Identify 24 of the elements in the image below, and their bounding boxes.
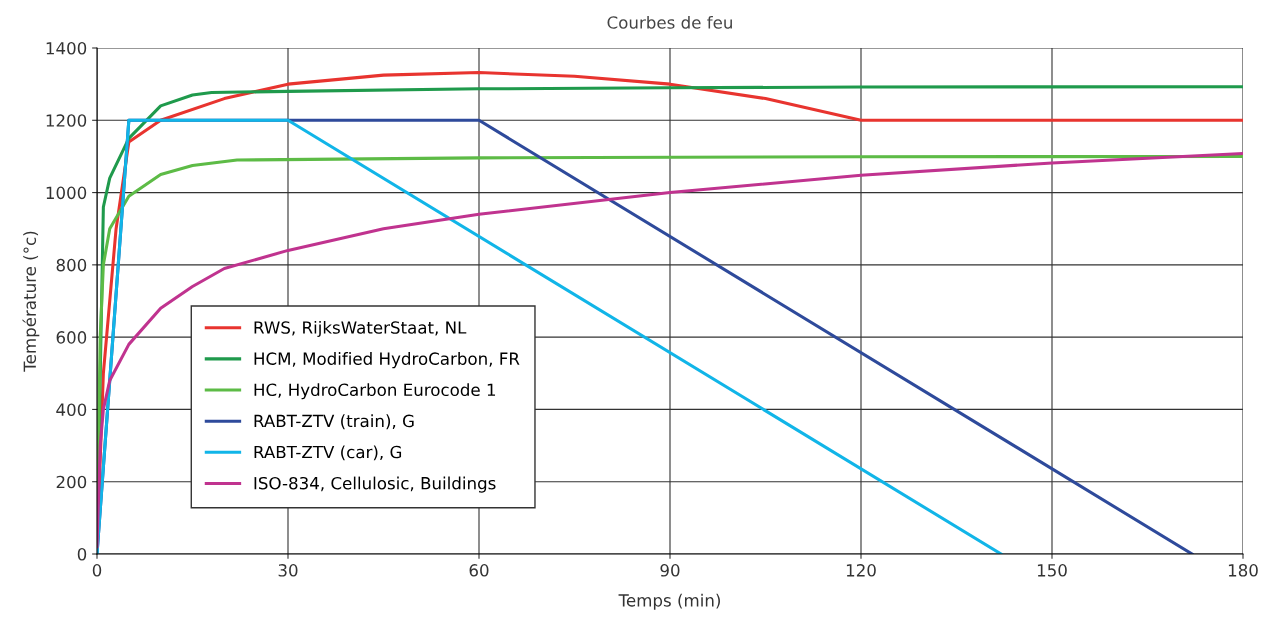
y-tick-label: 800 (56, 258, 87, 272)
y-tick-label: 0 (77, 547, 87, 561)
y-tick-label: 1000 (46, 186, 87, 200)
y-tick-label: 1200 (46, 114, 87, 127)
x-tick-label: 0 (92, 564, 102, 577)
y-axis-title: Température (°c) (22, 231, 40, 372)
x-axis-title: Temps (min) (618, 593, 720, 610)
x-tick-label: 60 (469, 564, 489, 577)
y-tick-label: 200 (56, 475, 87, 489)
x-tick-label: 180 (1228, 564, 1258, 577)
y-tick-label: 600 (56, 331, 87, 344)
legend-label: RWS, RijksWaterStaat, NL (254, 320, 467, 338)
legend-label: ISO-834, Cellulosic, Buildings (254, 476, 496, 493)
x-tick-label: 120 (846, 564, 876, 577)
x-tick-label: 30 (278, 564, 298, 577)
legend-label: RABT-ZTV (car), G (254, 445, 402, 461)
y-tick-label: 1400 (46, 41, 87, 55)
legend-label: HC, HydroCarbon Eurocode 1 (254, 383, 496, 400)
x-tick-label: 90 (660, 564, 680, 577)
chart-title: Courbes de feu (607, 15, 732, 29)
legend-label: HCM, Modified HydroCarbon, FR (254, 352, 520, 369)
y-tick-label: 400 (56, 403, 87, 416)
legend-label: RABT-ZTV (train), G (254, 414, 414, 430)
x-tick-label: 150 (1037, 564, 1067, 577)
